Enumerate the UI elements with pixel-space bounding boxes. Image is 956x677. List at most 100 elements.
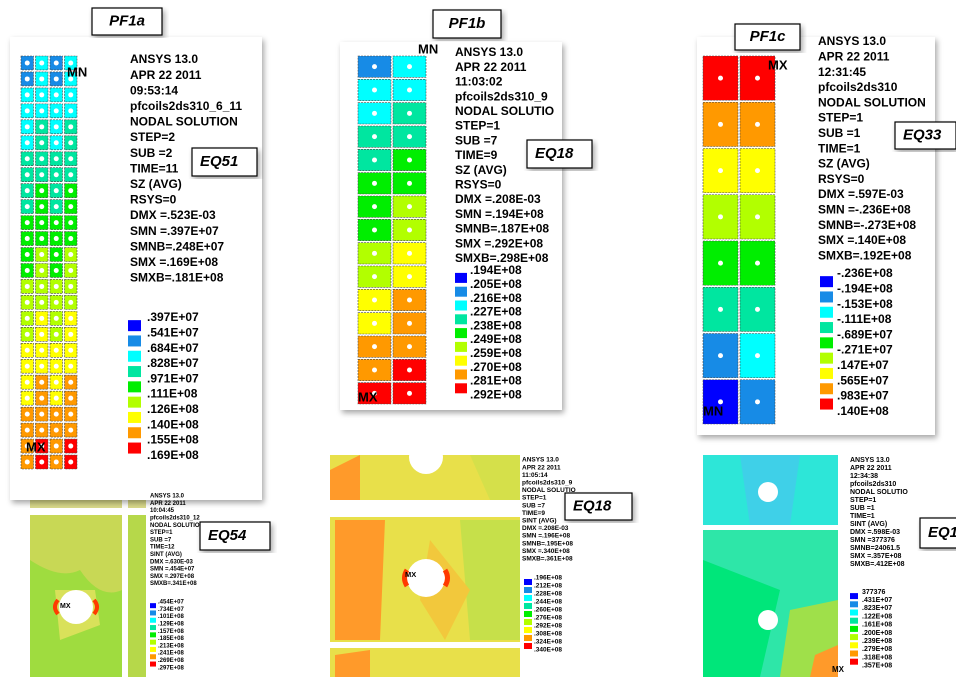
legend-value: .212E+08 [534,583,562,590]
bolt-hole [24,347,30,353]
header-line: STEP=1 [150,530,173,536]
legend-value: .281E+08 [470,374,522,388]
bolt-hole [372,87,377,93]
bolt-hole [39,188,45,194]
header-line: SMNB=-.273E+08 [818,218,916,232]
eq-tag-box [894,121,956,150]
legend-value: .238E+08 [470,318,522,332]
bolt-hole [68,267,74,273]
header-line: TIME=11 [130,161,179,175]
bolt-hole [372,297,377,303]
header-line: APR 22 2011 [150,501,186,507]
legend-swatch [128,396,141,408]
plot-eq54 [30,490,210,677]
bolt-hole [68,299,74,305]
bolt-hole [372,250,377,256]
plot-label: MN [703,403,723,418]
legend-value: .269E+08 [158,658,185,664]
legend-swatch [524,603,532,609]
element-cell [702,148,739,194]
legend-swatch [128,442,141,454]
legend-swatch [820,291,833,303]
header-line: SINT (AVG) [850,521,887,528]
plot-label: MX [832,665,845,674]
bolt-hole [24,172,30,178]
eq-tag-box [919,517,956,549]
bolt-hole [24,443,30,449]
header-line: SMNB=.195E+08 [522,540,573,547]
bolt-hole [39,363,45,369]
bolt-hole [53,76,59,82]
legend-swatch [820,337,833,349]
legend-value: -.153E+08 [837,297,893,311]
header-line: NODAL SOLUTION [818,95,926,109]
bolt-hole [407,157,412,163]
header-line: STEP=1 [850,497,876,504]
header-line: SUB =1 [818,126,861,140]
header-line: SMXB=.361E+08 [522,556,573,563]
bolt-hole [407,250,412,256]
bolt-hole [53,395,59,401]
bolt-hole [68,124,74,130]
legend-swatch [455,355,467,366]
bolt-hole [68,92,74,98]
header-line: SMX =.357E+08 [850,553,901,560]
bolt-hole [68,283,74,289]
bolt-hole [39,236,45,242]
bolt-hole [24,236,30,242]
legend-value: -.111E+08 [837,312,892,326]
header-line: pfcoils2ds310 [818,80,898,94]
bolt-hole [407,367,412,373]
panel-tag: PF1b [449,15,486,32]
header-line: DMX =.597E-03 [818,187,904,201]
legend-swatch [850,650,858,657]
bolt-hole [53,411,59,417]
header-line: SMXB=.341E+08 [150,581,197,587]
legend-swatch [850,625,858,632]
header-line: SMXB=.298E+08 [455,251,549,265]
bolt-hole [24,60,30,66]
header-line: DMX =.208E-03 [522,525,569,532]
bolt-hole [407,180,412,186]
bolt-hole [68,76,74,82]
legend-swatch [455,383,467,394]
bolt-hole [53,459,59,465]
legend-swatch [150,617,156,623]
bolt-hole [53,92,59,98]
header-line: SUB =1 [850,505,875,512]
legend-swatch [850,601,858,608]
bolt-hole [407,297,412,303]
header-line: ANSYS 13.0 [130,52,198,66]
header-line: SINT (AVG) [150,552,182,558]
bolt-hole [68,443,74,449]
header-line: APR 22 2011 [818,49,890,63]
bolt-hole [53,299,59,305]
bolt-hole [24,220,30,226]
header-line: SUB =7 [150,537,172,543]
header-line: SMX =.169E+08 [130,255,218,269]
header-line: SMNB=.187E+08 [455,222,549,236]
bolt-hole [53,108,59,114]
bolt-hole [39,92,45,98]
bolt-hole [24,92,30,98]
bolt-hole [39,60,45,66]
eq-tag-box [564,492,633,521]
legend-value: .684E+07 [147,341,199,355]
bolt-hole [53,331,59,337]
bolt-hole [718,353,723,359]
header-line: DMX =.598E-03 [850,529,900,536]
legend-value: -.194E+08 [837,281,893,295]
bolt-hole [39,204,45,210]
element-cell [739,240,776,286]
legend-value: .454E+07 [158,600,185,606]
bolt-hole [718,168,723,174]
legend-swatch [524,643,532,649]
bolt-hole [24,156,30,162]
legend-value: .244E+08 [534,599,562,606]
panel-tag-box [432,9,502,39]
bolt-hole [24,204,30,210]
header-line: 10:04:45 [150,508,175,514]
bolt-hole [407,390,412,396]
